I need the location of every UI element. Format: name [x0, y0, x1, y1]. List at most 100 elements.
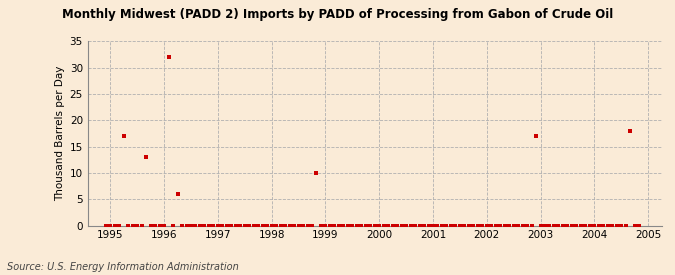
Point — [136, 223, 147, 228]
Point — [315, 223, 326, 228]
Point — [401, 223, 412, 228]
Point — [396, 223, 407, 228]
Point — [181, 223, 192, 228]
Point — [504, 223, 514, 228]
Point — [240, 223, 250, 228]
Point — [513, 223, 524, 228]
Point — [172, 192, 183, 196]
Point — [432, 223, 443, 228]
Point — [576, 223, 587, 228]
Point — [553, 223, 564, 228]
Point — [369, 223, 380, 228]
Point — [446, 223, 456, 228]
Point — [486, 223, 497, 228]
Point — [459, 223, 470, 228]
Point — [593, 223, 604, 228]
Point — [625, 128, 636, 133]
Point — [526, 223, 537, 228]
Point — [477, 223, 487, 228]
Point — [213, 223, 223, 228]
Point — [194, 223, 205, 228]
Point — [607, 223, 618, 228]
Point — [123, 223, 134, 228]
Point — [414, 223, 425, 228]
Point — [177, 223, 188, 228]
Point — [405, 223, 416, 228]
Point — [329, 223, 340, 228]
Point — [190, 223, 201, 228]
Point — [437, 223, 448, 228]
Point — [128, 223, 138, 228]
Point — [298, 223, 308, 228]
Point — [589, 223, 599, 228]
Point — [145, 223, 156, 228]
Point — [203, 223, 214, 228]
Point — [333, 223, 344, 228]
Point — [539, 223, 550, 228]
Point — [150, 223, 161, 228]
Point — [289, 223, 300, 228]
Point — [392, 223, 402, 228]
Point — [105, 223, 115, 228]
Point — [364, 223, 375, 228]
Point — [226, 223, 237, 228]
Point — [338, 223, 349, 228]
Point — [293, 223, 304, 228]
Point — [311, 171, 322, 175]
Point — [481, 223, 492, 228]
Point — [352, 223, 362, 228]
Point — [454, 223, 465, 228]
Point — [155, 223, 165, 228]
Y-axis label: Thousand Barrels per Day: Thousand Barrels per Day — [55, 66, 65, 201]
Point — [441, 223, 452, 228]
Point — [531, 134, 541, 138]
Point — [418, 223, 429, 228]
Point — [221, 223, 232, 228]
Point — [580, 223, 591, 228]
Point — [450, 223, 461, 228]
Point — [566, 223, 577, 228]
Point — [360, 223, 371, 228]
Point — [535, 223, 546, 228]
Point — [468, 223, 479, 228]
Point — [616, 223, 626, 228]
Point — [347, 223, 358, 228]
Text: Monthly Midwest (PADD 2) Imports by PADD of Processing from Gabon of Crude Oil: Monthly Midwest (PADD 2) Imports by PADD… — [62, 8, 613, 21]
Point — [230, 223, 241, 228]
Point — [374, 223, 385, 228]
Point — [549, 223, 560, 228]
Point — [612, 223, 622, 228]
Point — [495, 223, 506, 228]
Point — [629, 223, 640, 228]
Point — [410, 223, 421, 228]
Point — [199, 223, 210, 228]
Point — [284, 223, 295, 228]
Point — [271, 223, 281, 228]
Point — [262, 223, 273, 228]
Point — [109, 223, 120, 228]
Point — [634, 223, 645, 228]
Text: Source: U.S. Energy Information Administration: Source: U.S. Energy Information Administ… — [7, 262, 238, 272]
Point — [320, 223, 331, 228]
Point — [244, 223, 254, 228]
Point — [253, 223, 264, 228]
Point — [159, 223, 169, 228]
Point — [248, 223, 259, 228]
Point — [500, 223, 510, 228]
Point — [342, 223, 353, 228]
Point — [620, 223, 631, 228]
Point — [141, 155, 152, 159]
Point — [464, 223, 475, 228]
Point — [490, 223, 501, 228]
Point — [571, 223, 582, 228]
Point — [257, 223, 268, 228]
Point — [383, 223, 394, 228]
Point — [602, 223, 613, 228]
Point — [306, 223, 317, 228]
Point — [427, 223, 438, 228]
Point — [325, 223, 335, 228]
Point — [472, 223, 483, 228]
Point — [387, 223, 398, 228]
Point — [508, 223, 519, 228]
Point — [522, 223, 533, 228]
